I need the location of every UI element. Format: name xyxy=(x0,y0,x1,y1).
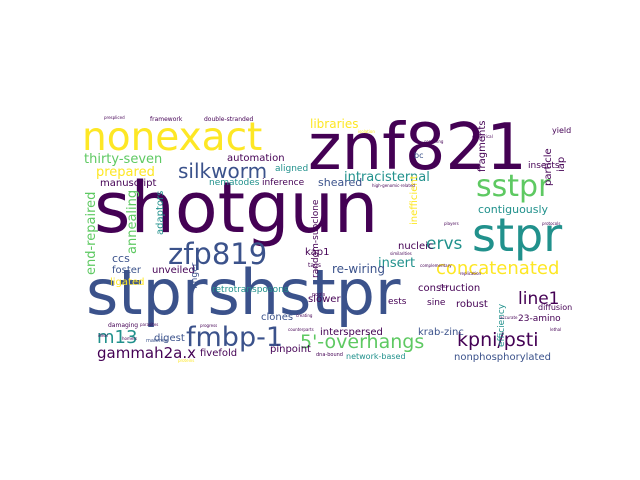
word-iap: iap xyxy=(556,156,567,172)
word-clones: clones xyxy=(261,312,294,323)
word-pinpoint: pinpoint xyxy=(270,344,311,355)
word-automation: automation xyxy=(227,153,285,164)
word-m13: m13 xyxy=(97,327,138,348)
word-finger: finger xyxy=(190,262,200,289)
word-replication: replication xyxy=(460,271,482,276)
word-end-repaired: end-repaired xyxy=(84,191,99,275)
word-nematodes: nematodes xyxy=(209,178,260,188)
word-sine: sine xyxy=(427,298,446,308)
word-5-overhangs: 5'-overhangs xyxy=(300,331,425,353)
word-concatenated: concatenated xyxy=(436,258,560,279)
word-adaptors: adaptors xyxy=(155,190,166,235)
word-creating: creating xyxy=(296,313,313,318)
word-slower: slower xyxy=(308,294,341,305)
word-sstpr: sstpr xyxy=(476,169,551,204)
word-dna-bound: dna-bound xyxy=(316,352,343,358)
word-stprshstpr: stprshstpr xyxy=(86,256,401,329)
word-intracisternal: intracisternal xyxy=(344,170,430,185)
word-lethal: lethal xyxy=(550,327,562,332)
word-zfp819: zfp819 xyxy=(168,237,268,271)
word-ligated: ligated xyxy=(110,277,145,288)
word-network-based: network-based xyxy=(346,352,406,361)
word-unveiled: unveiled xyxy=(152,265,195,276)
word-annealing: annealing xyxy=(125,189,140,254)
word-krab-zinc: krab-zinc xyxy=(418,327,464,338)
word-isolation: isolation xyxy=(358,129,375,134)
word-yield: yield xyxy=(552,126,572,135)
word-double-stranded: double-stranded xyxy=(204,116,254,123)
word-interspersed: interspersed xyxy=(320,327,383,338)
word-complementary: complementary xyxy=(420,263,452,268)
word-damaging: damaging xyxy=(108,322,139,329)
word-shotgun: shotgun xyxy=(94,167,379,249)
word-high-genomic-related: high-genomic-related xyxy=(372,183,415,188)
word-line1: line1 xyxy=(518,289,560,309)
word-kap1: kap1 xyxy=(305,247,330,258)
word-construction: construction xyxy=(418,283,481,294)
word-counterparts: counterparts xyxy=(288,327,314,332)
word-matches: matches xyxy=(146,338,168,344)
word-insert: insert xyxy=(378,256,416,271)
word-similarities: similarities xyxy=(390,251,412,256)
word-pools: pools xyxy=(312,292,326,298)
word-aligned: aligned xyxy=(275,164,309,174)
word-gammah2a-x: gammah2a.x xyxy=(97,344,197,362)
word-prespliced: prespliced xyxy=(104,115,125,120)
word-fact: fact xyxy=(440,284,448,289)
word-efficiency: efficiency xyxy=(497,303,507,347)
word-sheared: sheared xyxy=(318,176,363,189)
word-ests: ests xyxy=(388,297,407,307)
word-cloud: shotgun stprshstpr znf821 nonexact stpr … xyxy=(80,112,584,368)
word-protocols: protocols xyxy=(542,221,561,226)
word-digest: digest xyxy=(154,333,185,344)
word-diffusion: diffusion xyxy=(538,303,573,312)
word-framework: framework xyxy=(150,116,183,123)
word-parasites: parasites xyxy=(140,322,159,327)
word-kpni-psti: kpni/psti xyxy=(457,329,539,351)
word-bc: bc xyxy=(414,151,424,160)
word-inference: inference xyxy=(262,178,305,188)
word-chimerical: chimerical xyxy=(472,134,493,139)
word-contiguously: contiguously xyxy=(478,203,549,216)
word-accurate: accurate xyxy=(500,315,518,320)
word-tags: tags xyxy=(308,262,321,269)
word-homers: homers xyxy=(122,336,138,341)
word-znf821: znf821 xyxy=(308,112,527,185)
word-fivefold: fivefold xyxy=(200,348,238,359)
word-nonexact: nonexact xyxy=(82,115,263,160)
word-ideal: ideal xyxy=(98,333,108,338)
word-libraries: libraries xyxy=(310,117,359,131)
word-ervs: ervs xyxy=(426,234,463,254)
word-foster: foster xyxy=(112,265,142,276)
word-ccs: ccs xyxy=(112,252,130,265)
word-manuscript: manuscript xyxy=(100,178,157,189)
word-insects: insects xyxy=(528,161,560,171)
word-stpr: stpr xyxy=(472,208,563,262)
word-searching: searching xyxy=(424,139,444,144)
word-particle: particle xyxy=(543,148,554,186)
word-silkworm: silkworm xyxy=(178,159,268,183)
word-23-amino: 23-amino xyxy=(518,314,561,324)
word-prepared: prepared xyxy=(96,165,155,180)
word-progress: progress xyxy=(200,323,218,328)
word-nonphosphorylated: nonphosphorylated xyxy=(454,352,551,363)
word-re-wiring: re-wiring xyxy=(332,262,386,276)
word-robust: robust xyxy=(456,299,488,310)
word-fragments: fragments xyxy=(477,120,488,172)
word-retrotransposons: retrotransposons xyxy=(212,285,289,295)
word-fmbp-1: fmbp-1 xyxy=(186,322,284,353)
word-players: players xyxy=(444,221,459,226)
word-thirty-seven: thirty-seven xyxy=(84,152,163,167)
word-nucleic: nucleic xyxy=(398,241,434,252)
word-proteins: proteins xyxy=(178,358,195,363)
